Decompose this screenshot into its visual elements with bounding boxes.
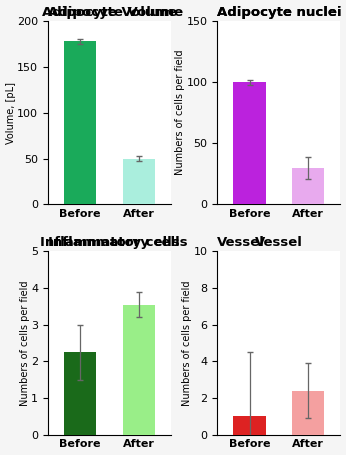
Title: Adipocyte nuclei: Adipocyte nuclei bbox=[217, 5, 341, 19]
Bar bbox=[292, 390, 324, 435]
Title: Inflammatory cells: Inflammatory cells bbox=[39, 236, 179, 249]
Bar bbox=[234, 82, 266, 204]
Title: Vessel: Vessel bbox=[255, 236, 303, 249]
Y-axis label: Numbers of cells per field: Numbers of cells per field bbox=[20, 280, 29, 406]
Bar bbox=[122, 158, 155, 204]
Bar bbox=[64, 352, 96, 435]
Text: Vessel: Vessel bbox=[217, 236, 265, 249]
Bar bbox=[234, 416, 266, 435]
Y-axis label: Numbers of cells per field: Numbers of cells per field bbox=[175, 50, 185, 176]
Y-axis label: Volume, [pL]: Volume, [pL] bbox=[6, 82, 16, 144]
Bar bbox=[64, 41, 96, 204]
Text: Adipocyte Volume: Adipocyte Volume bbox=[48, 5, 183, 19]
Y-axis label: Numbers of cells per field: Numbers of cells per field bbox=[182, 280, 192, 406]
Text: Adipocyte nuclei: Adipocyte nuclei bbox=[217, 5, 342, 19]
Bar bbox=[122, 304, 155, 435]
Bar bbox=[292, 167, 324, 204]
Title: Adipocyte Volume: Adipocyte Volume bbox=[42, 5, 177, 19]
Text: Inflammatory cells: Inflammatory cells bbox=[48, 236, 188, 249]
